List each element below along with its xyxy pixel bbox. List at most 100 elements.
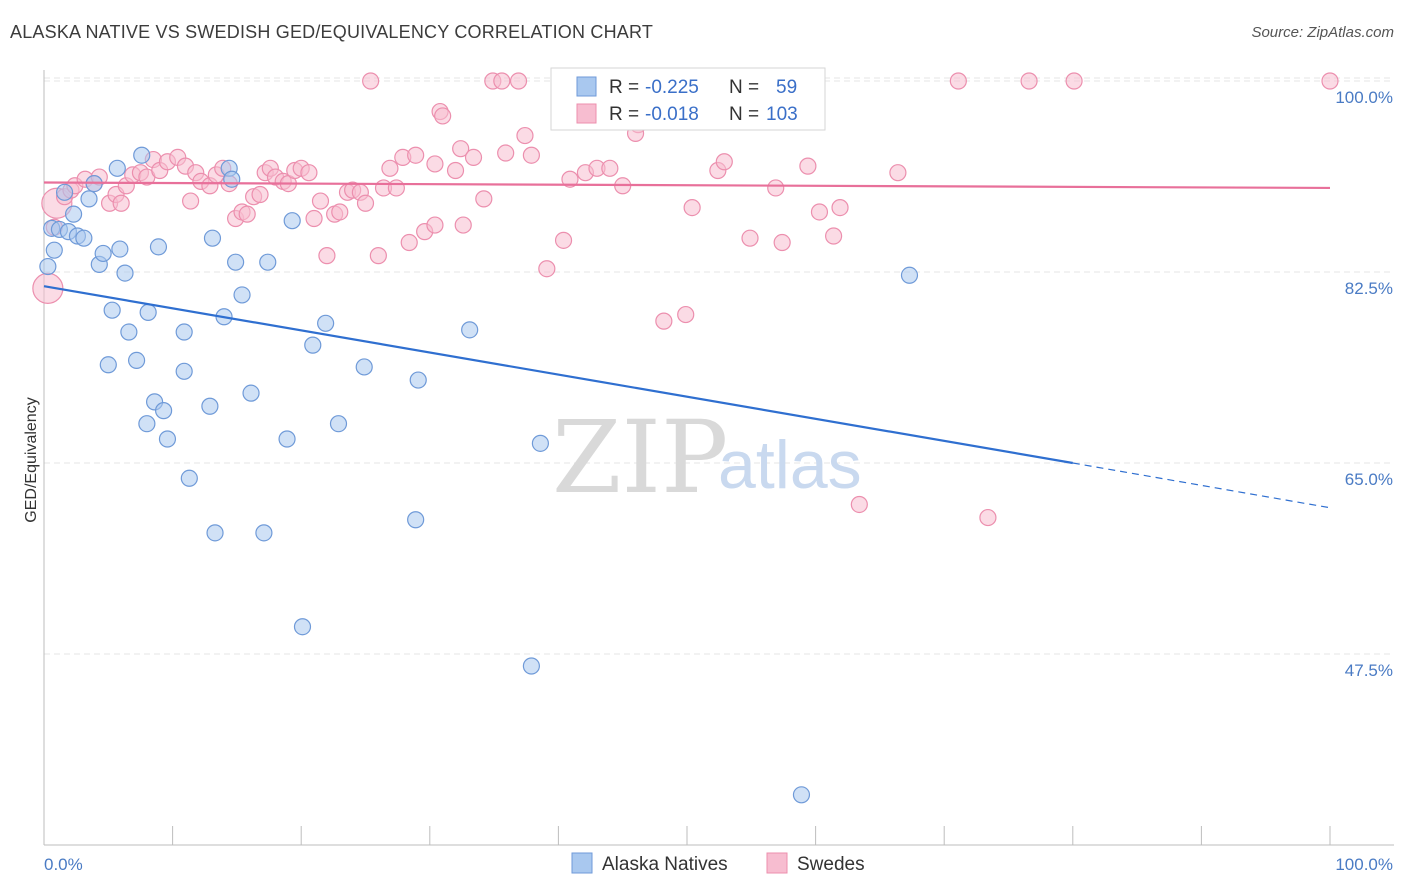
alaska-point-15: [108, 159, 126, 177]
alaska-point-13: [99, 356, 117, 374]
alaska-point-52: [531, 434, 549, 452]
alaska-point-19: [127, 351, 146, 370]
legend-n-value-1: 59: [776, 77, 797, 98]
swedes-point-73: [522, 146, 540, 164]
swedes-point-94: [799, 157, 817, 175]
swedes-point-57: [407, 146, 425, 164]
swedes-point-59: [426, 155, 444, 173]
swedes-point-101: [949, 72, 967, 90]
swedes-point-32: [251, 185, 269, 204]
alaska-point-27: [175, 323, 193, 341]
swedes-point-45: [331, 203, 349, 221]
swedes-point-88: [715, 153, 733, 171]
swedes-point-93: [773, 233, 791, 252]
alaska-point-21: [139, 303, 157, 321]
swedes-point-43: [318, 247, 336, 265]
bottom-legend-swedes: Swedes: [797, 854, 865, 875]
alaska-point-22: [138, 415, 156, 433]
alaska-point-43: [293, 618, 312, 636]
swedes-point-60: [426, 216, 444, 234]
swedes-point-74: [538, 260, 556, 278]
swedes-point-54: [387, 179, 405, 197]
alaska-point-24: [149, 238, 168, 256]
alaska-point-12: [94, 244, 112, 263]
alaska-point-39: [255, 524, 273, 542]
swedes-point-56: [400, 233, 418, 252]
alaska-point-20: [133, 146, 151, 164]
swedes-point-98: [831, 199, 849, 217]
swedes-point-91: [767, 179, 785, 197]
correlation-legend: R = -0.225 N = 59 R = -0.018 N = 103: [550, 67, 826, 131]
swedes-point-62: [434, 107, 452, 125]
alaska-point-18: [120, 323, 138, 341]
swedes-point-66: [464, 148, 483, 166]
legend-box: [550, 67, 826, 131]
alaska-point-9: [80, 190, 98, 208]
swedes-point-64: [452, 140, 470, 158]
alaska-trend-line: [43, 285, 1073, 465]
swedes-point-71: [509, 72, 528, 90]
swedes-point-85: [677, 305, 695, 324]
alaska-point-16: [111, 240, 129, 258]
alaska-point-36: [227, 253, 245, 271]
swedes-point-103: [1321, 72, 1339, 90]
alaska-natives-points: [39, 69, 919, 804]
legend-swatch-pink: [576, 103, 597, 124]
x-tick-labels: 0.0% 100.0%: [44, 855, 1393, 874]
swedes-point-75: [554, 231, 573, 249]
swedes-point-86: [683, 199, 701, 217]
swedes-point-49: [356, 194, 375, 212]
legend-n-label-2: N =: [729, 104, 759, 125]
legend-n-label-1: N =: [729, 77, 759, 98]
swedes-point-65: [454, 216, 472, 234]
legend-n-value-2: 103: [766, 104, 798, 125]
swedes-trend-line: [43, 181, 1331, 190]
swedes-point-63: [446, 161, 465, 180]
alaska-point-8: [75, 229, 93, 247]
y-tick-label-2: 82.5%: [1345, 279, 1393, 298]
swedes-point-40: [300, 164, 318, 182]
swedes-point-102: [979, 508, 997, 527]
alaska-point-2: [45, 241, 63, 259]
swedes-point-21: [182, 192, 200, 210]
alaska-point-14: [103, 301, 121, 319]
legend-r-label-1: R =: [609, 77, 639, 98]
swedes-point-53: [381, 159, 399, 177]
chart-title: ALASKA NATIVE VS SWEDISH GED/EQUIVALENCY…: [10, 22, 654, 42]
swedes-point-79: [601, 159, 619, 177]
alaska-point-56: [792, 786, 811, 804]
swedes-point-41: [305, 209, 323, 228]
y-tick-label-0: 47.5%: [1345, 661, 1393, 680]
swedes-point-97: [825, 227, 843, 245]
legend-r-value-2: -0.018: [645, 104, 699, 125]
alaska-point-44: [304, 336, 322, 354]
alaska-point-4: [55, 183, 74, 201]
bottom-legend-swatch-swedes: [766, 852, 788, 874]
alaska-point-29: [180, 469, 198, 487]
swedes-point-72: [516, 126, 534, 145]
alaska-point-25: [154, 402, 173, 420]
bottom-legend-alaska: Alaska Natives: [602, 854, 728, 875]
alaska-point-6: [64, 205, 83, 223]
y-tick-label-3: 100.0%: [1335, 88, 1393, 107]
alaska-point-32: [206, 524, 224, 542]
swedes-point-11: [112, 194, 130, 212]
alaska-point-30: [201, 397, 219, 415]
legend-r-value-1: -0.225: [645, 77, 699, 98]
legend-swatch-blue: [576, 76, 597, 97]
alaska-point-26: [158, 430, 177, 448]
swedes-point-70: [497, 144, 515, 162]
trend-lines: [43, 181, 1331, 509]
swedes-point-99: [850, 495, 868, 514]
x-tick-label-0: 0.0%: [44, 855, 83, 874]
y-axis-label: GED/Equivalency: [23, 397, 40, 522]
swedes-point-42: [311, 192, 330, 210]
watermark: ZIP atlas: [552, 399, 862, 516]
watermark-zip: ZIP: [552, 399, 728, 516]
swedes-point-30: [238, 205, 256, 223]
alaska-point-51: [522, 657, 540, 675]
swedes-point-50: [362, 72, 380, 90]
swedes-point-83: [655, 312, 673, 330]
alaska-point-57: [900, 266, 919, 284]
